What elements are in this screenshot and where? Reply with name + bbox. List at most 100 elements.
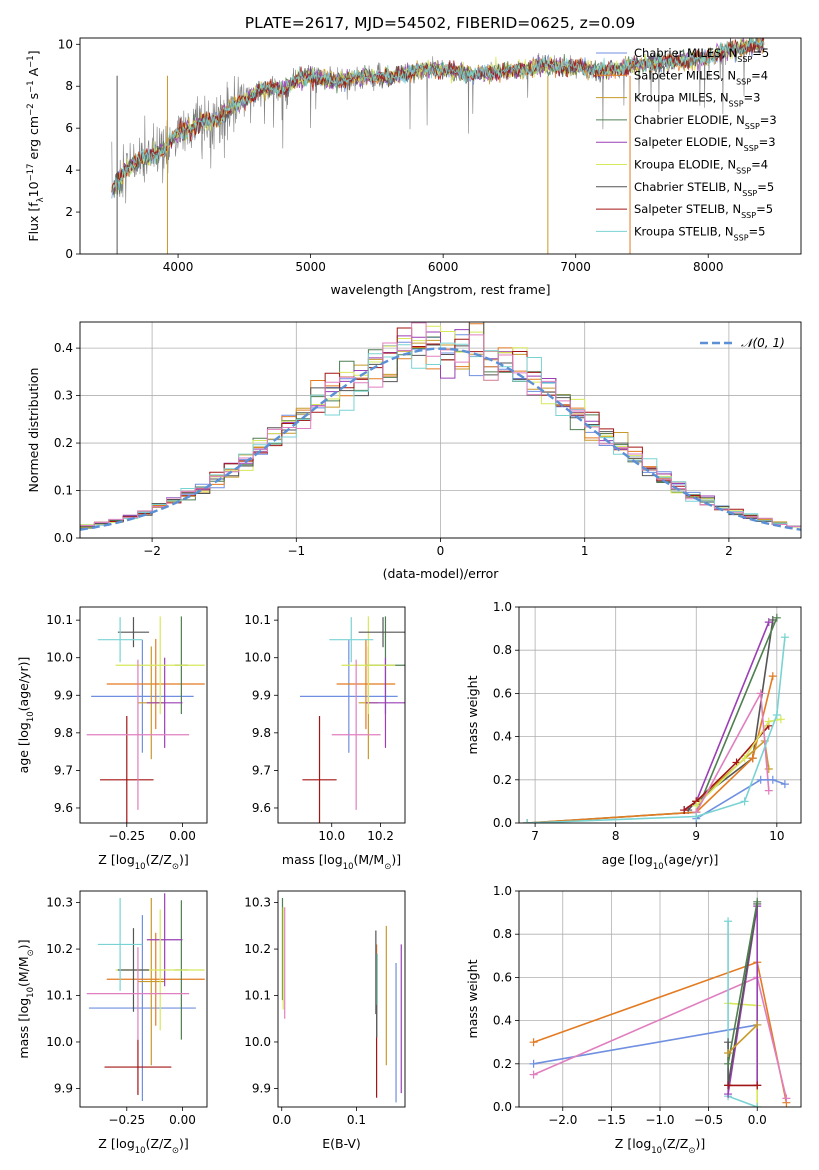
weight-marker — [753, 897, 762, 906]
residuals-xtick-label: −1 — [287, 544, 305, 558]
mass_vs_Z-ytick-label: 9.9 — [54, 1081, 73, 1095]
legend-entry-3: Chabrier ELODIE, NSSP=3 — [634, 113, 777, 130]
spectrum-ytick-label: 8 — [65, 79, 73, 93]
spectrum-xlabel: wavelength [Angstrom, rest frame] — [330, 282, 550, 297]
legend-entry-6: Chabrier STELIB, NSSP=5 — [634, 180, 774, 198]
mass_vs_ebv-xtick-label: 0.0 — [272, 1113, 291, 1127]
mass_vs_Z-ytick-label: 10.1 — [46, 989, 73, 1003]
mass_vs_ebv-axes: 0.0 0.1 9.9 10.0 10.1 10.2 10.3 — [244, 896, 366, 1127]
age_vs_Z-xtick-label: 0.00 — [169, 829, 196, 843]
age_vs_mass-xtick-label: 10.0 — [318, 829, 345, 843]
weight-marker — [764, 786, 773, 795]
age_vs_mass-ytick-label: 9.8 — [252, 726, 271, 740]
mass_vs_ebv-ytick-label: 10.0 — [244, 1035, 271, 1049]
weight_vs_age-ytick-label: 0.4 — [493, 730, 512, 744]
weight_vs_age-xtick-label: 10 — [769, 829, 784, 843]
weight-marker — [692, 812, 701, 821]
legend-entry-5: Kroupa ELODIE, NSSP=4 — [634, 158, 768, 176]
weight-marker — [523, 819, 532, 823]
weight_vs_Z-frame — [518, 890, 802, 1108]
mass_vs_ebv-xtick-label: 0.1 — [347, 1113, 366, 1127]
mass_vs_Z-xtick-label: 0.00 — [169, 1113, 196, 1127]
weight-marker — [772, 613, 781, 622]
weight_vs_age-ytick-label: 1.0 — [493, 600, 512, 614]
weight-marker — [764, 765, 773, 773]
spectrum-xtick-label: 4000 — [163, 260, 194, 274]
age_vs_Z-ytick-label: 9.9 — [54, 688, 73, 702]
weight-marker — [740, 797, 749, 806]
weight-marker — [724, 1049, 733, 1057]
weight_vs_Z-ytick-label: 0.6 — [493, 970, 512, 984]
age_vs_mass-frame — [277, 606, 406, 824]
weight-marker — [768, 672, 777, 681]
residuals-frame — [79, 321, 802, 539]
weight_vs_Z-xtick-label: −2.0 — [548, 1113, 577, 1127]
mass_vs_ebv-frame — [277, 890, 406, 1108]
legend-entry-7: Salpeter STELIB, NSSP=5 — [634, 202, 773, 220]
weight-marker — [724, 1081, 733, 1090]
residuals-ytick-label: 0.0 — [54, 531, 73, 545]
weight_vs_Z-xtick-label: 0.0 — [748, 1113, 767, 1127]
weight-series-line — [727, 903, 758, 1086]
weight-series-line — [727, 901, 758, 1064]
weight-marker — [740, 754, 749, 763]
weight-marker — [753, 1020, 762, 1029]
age_vs_mass-ytick-label: 9.6 — [252, 801, 271, 815]
age_vs_Z-ytick-label: 9.8 — [54, 726, 73, 740]
spectrum-model-line — [111, 38, 765, 193]
figure-title: PLATE=2617, MJD=54502, FIBERID=0625, z=0… — [245, 14, 635, 32]
mass_vs_Z-xlabel: Z [log10(Z/Z⊙)] — [98, 1136, 188, 1156]
ebv-xlabel: E(B-V) — [322, 1136, 361, 1151]
residuals-ytick-label: 0.2 — [54, 436, 73, 450]
age_vs_Z-errorbars — [86, 616, 205, 823]
weight-marker — [529, 1059, 538, 1068]
weight_vs_age-xtick-label: 7 — [531, 829, 539, 843]
weight-marker — [724, 1059, 733, 1068]
weight_vs_Z-xtick-label: −1.5 — [597, 1113, 626, 1127]
spectrum-axes: 4000 5000 6000 7000 8000 0 2 4 6 8 10 — [58, 37, 724, 274]
age_vs_mass-ytick-label: 9.9 — [252, 688, 271, 702]
age_vs_mass-ytick-label: 10.1 — [244, 613, 271, 627]
weight_vs_age-ytick-label: 0.6 — [493, 686, 512, 700]
spectrum-ylabel: Flux [fλ10−17 erg cm−2 s−1 A−1] — [26, 50, 46, 241]
spectrum-xtick-label: 8000 — [693, 260, 724, 274]
weight-marker — [782, 1094, 791, 1103]
mass_vs_ebv-ytick-label: 10.2 — [244, 942, 271, 956]
mass_vs_ebv-ytick-label: 10.3 — [244, 896, 271, 910]
weight-marker — [680, 806, 689, 815]
age_vs_mass-errorbars — [299, 616, 405, 823]
weight-Z-ylabel: mass weight — [465, 959, 480, 1038]
weight_vs_age-ytick-label: 0.0 — [493, 816, 512, 830]
weight-series-line — [727, 1024, 758, 1054]
weight_vs_age-xtick-label: 9 — [692, 829, 700, 843]
spectrum-ytick-label: 4 — [65, 163, 73, 177]
weight_vs_age-ytick-label: 0.8 — [493, 643, 512, 657]
weight_vs_Z-ytick-label: 0.4 — [493, 1014, 512, 1028]
residuals-xlabel: (data-model)/error — [383, 566, 500, 581]
weight-marker — [772, 711, 781, 719]
residuals-ylabel: Normed distribution — [26, 368, 41, 493]
residuals-xtick-label: 1 — [581, 544, 589, 558]
mass_vs_ebv-ytick-label: 10.1 — [244, 989, 271, 1003]
mass_vs_Z-ytick-label: 10.0 — [46, 1035, 73, 1049]
age_vs_mass-xlabel: mass [log10(M/M⊙)] — [282, 852, 401, 872]
spectrum-legend: Chabrier MILES, NSSP=5 Salpeter MILES, NS… — [596, 46, 777, 242]
spectrum-ytick-label: 6 — [65, 121, 73, 135]
weight_vs_Z-ytick-label: 0.8 — [493, 927, 512, 941]
spectrum-xtick-label: 7000 — [560, 260, 591, 274]
spectrum-frame — [79, 37, 802, 255]
spectrum-ytick-label: 2 — [65, 205, 73, 219]
spectrum-lines — [111, 38, 765, 254]
weight-series-line — [527, 675, 774, 823]
weight_vs_age-lines — [523, 613, 789, 823]
weight-series-line — [527, 637, 786, 823]
weight-marker — [768, 775, 777, 784]
gaussian-curve — [80, 347, 801, 531]
weight_vs_age-xlabel: age [log10(age/yr)] — [602, 852, 719, 872]
weight-marker — [780, 780, 789, 789]
weight_vs_age-xtick-label: 8 — [612, 829, 620, 843]
gaussian-legend-label: 𝒩(0, 1) — [741, 336, 785, 350]
weight-series-line — [533, 1024, 758, 1065]
residuals-ytick-label: 0.3 — [54, 389, 73, 403]
